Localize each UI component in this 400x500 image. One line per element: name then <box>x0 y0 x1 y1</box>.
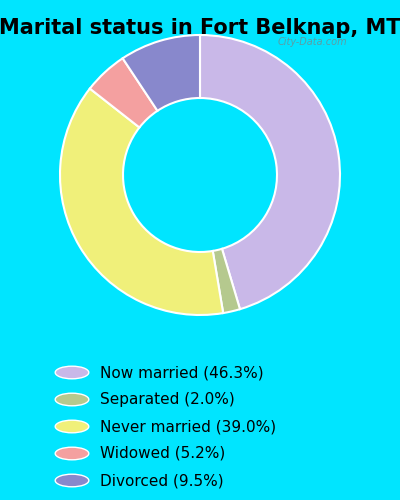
Circle shape <box>55 447 89 460</box>
Wedge shape <box>123 35 200 111</box>
Circle shape <box>55 366 89 379</box>
Circle shape <box>55 474 89 487</box>
Circle shape <box>55 393 89 406</box>
Text: Never married (39.0%): Never married (39.0%) <box>100 419 276 434</box>
Text: City-Data.com: City-Data.com <box>277 37 347 47</box>
Wedge shape <box>90 58 158 128</box>
Wedge shape <box>200 35 340 309</box>
Wedge shape <box>60 88 223 315</box>
Text: Separated (2.0%): Separated (2.0%) <box>100 392 235 407</box>
Text: Divorced (9.5%): Divorced (9.5%) <box>100 473 224 488</box>
Text: Widowed (5.2%): Widowed (5.2%) <box>100 446 225 461</box>
Wedge shape <box>213 249 240 313</box>
Text: Now married (46.3%): Now married (46.3%) <box>100 365 264 380</box>
Text: Marital status in Fort Belknap, MT: Marital status in Fort Belknap, MT <box>0 18 400 38</box>
Circle shape <box>55 420 89 433</box>
